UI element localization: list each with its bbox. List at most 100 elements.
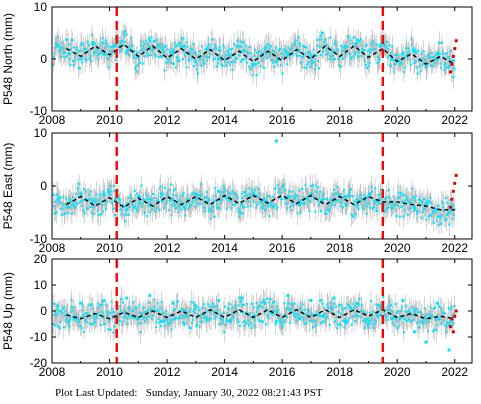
data-point	[352, 302, 355, 306]
data-point	[157, 199, 160, 202]
panel-east: 2008 2010 2012 2014 2016 2018 2020 2022-10010P5…	[1, 126, 473, 255]
data-point	[223, 330, 226, 334]
observation-point	[355, 203, 359, 207]
data-point	[226, 198, 229, 202]
observation-point	[389, 57, 393, 61]
data-point	[118, 319, 121, 322]
data-point	[174, 66, 178, 69]
data-point	[344, 47, 347, 51]
data-point	[94, 201, 97, 204]
data-point	[179, 199, 182, 203]
data-point	[288, 321, 292, 324]
data-point	[443, 312, 446, 315]
data-point	[55, 41, 58, 45]
data-point	[436, 324, 439, 327]
data-point	[372, 48, 376, 51]
data-point	[66, 54, 70, 57]
data-point	[174, 316, 178, 319]
data-point	[104, 208, 107, 211]
data-point	[242, 206, 245, 209]
data-point	[422, 61, 426, 65]
data-point	[317, 186, 320, 189]
data-point	[111, 201, 114, 204]
observation-point	[136, 317, 140, 321]
data-point	[358, 297, 361, 300]
data-point	[109, 184, 113, 188]
data-point	[399, 61, 403, 64]
data-point	[315, 39, 319, 42]
data-point	[102, 42, 105, 45]
data-point	[294, 314, 297, 317]
data-point	[120, 212, 123, 216]
observation-point	[286, 293, 290, 297]
data-point	[89, 304, 93, 307]
data-point	[180, 194, 183, 197]
data-cloud	[52, 23, 456, 89]
data-point	[283, 183, 286, 186]
observation-point	[309, 54, 313, 58]
data-point	[394, 203, 397, 206]
data-point	[342, 196, 345, 199]
data-point	[421, 57, 425, 60]
data-point	[90, 302, 94, 306]
recent-point	[453, 314, 457, 318]
data-point	[225, 319, 228, 322]
data-point	[344, 318, 347, 321]
data-point	[87, 49, 90, 52]
data-point	[220, 63, 223, 66]
data-point	[52, 193, 55, 196]
data-point	[425, 319, 428, 322]
data-point	[330, 55, 334, 59]
data-point	[64, 55, 67, 59]
data-point	[425, 201, 429, 204]
data-point	[62, 326, 65, 329]
data-point	[128, 307, 131, 310]
recent-point	[448, 70, 452, 74]
data-point	[412, 318, 415, 321]
observation-point	[251, 62, 255, 66]
data-point	[155, 321, 158, 324]
data-point	[113, 325, 116, 328]
data-point	[60, 201, 63, 205]
data-point	[272, 206, 275, 209]
observation-point	[447, 211, 451, 214]
data-point	[197, 306, 200, 309]
data-point	[366, 66, 369, 69]
data-point	[153, 298, 156, 301]
data-point	[410, 201, 413, 205]
data-point	[162, 51, 166, 54]
data-point	[67, 197, 71, 200]
data-point	[295, 320, 299, 323]
data-point	[431, 212, 434, 215]
data-point	[85, 207, 89, 210]
data-point	[277, 308, 280, 312]
data-point	[211, 210, 215, 213]
data-point	[166, 323, 170, 327]
data-point	[386, 206, 389, 209]
data-point	[65, 197, 68, 200]
data-point	[386, 40, 389, 43]
data-point	[314, 325, 317, 328]
data-point	[368, 192, 372, 195]
data-point	[127, 213, 131, 216]
data-point	[107, 311, 110, 314]
data-point	[170, 51, 173, 54]
data-point	[398, 61, 401, 64]
data-point	[154, 325, 158, 329]
data-point	[307, 51, 310, 54]
data-point	[135, 316, 138, 319]
data-point	[244, 44, 247, 47]
data-point	[120, 297, 123, 301]
x-tick-label: 2012	[154, 113, 181, 127]
data-point	[138, 61, 141, 65]
data-point	[153, 40, 156, 43]
data-point	[198, 202, 201, 205]
data-point	[286, 207, 289, 210]
data-point	[173, 48, 176, 51]
data-point	[221, 190, 224, 193]
data-point	[335, 316, 338, 319]
data-point	[170, 204, 174, 207]
data-point	[311, 326, 315, 329]
data-point	[195, 63, 198, 66]
data-point	[259, 304, 262, 307]
